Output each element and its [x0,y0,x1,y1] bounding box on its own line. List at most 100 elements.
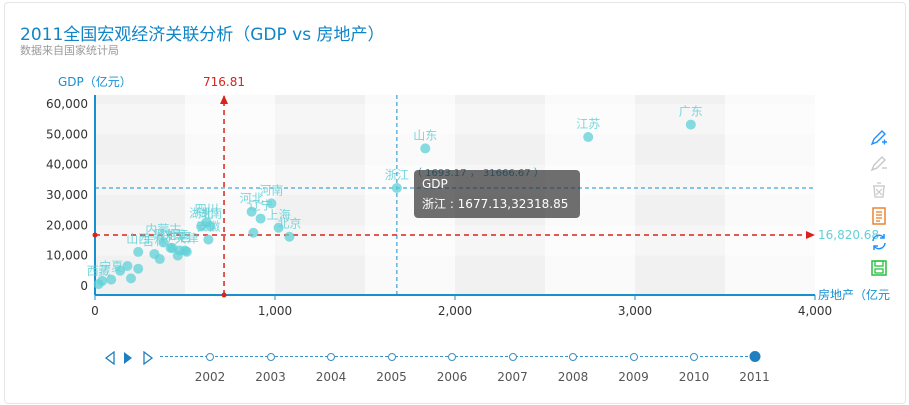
scatter-point[interactable] [122,260,133,271]
y-average-label: 16,820.68 [818,228,879,242]
scatter-point[interactable] [248,227,259,238]
y-axis-label: GDP（亿元） [58,74,132,89]
timeline-year-label[interactable]: 2004 [315,370,347,384]
scatter-point[interactable] [93,279,104,290]
scatter-point[interactable] [273,222,284,233]
scatter-point[interactable] [284,231,295,242]
data-zoom-reset-icon[interactable] [868,153,892,175]
point-label: 山西 [126,232,150,246]
point-label: 陕西 [160,227,184,242]
chart-title: 2011全国宏观经济关联分析（GDP vs 房地产） [20,25,385,45]
timeline-dot[interactable] [690,353,698,361]
timeline-dot[interactable] [508,353,517,361]
timeline-next-icon[interactable] [142,350,154,369]
scatter-point[interactable] [205,221,216,232]
timeline-year-label[interactable]: 2005 [376,370,407,384]
point-label: 广东 [679,105,703,119]
timeline-dot[interactable] [749,351,760,362]
scatter-point[interactable] [266,198,277,209]
scatter-point[interactable] [133,246,144,257]
timeline-year-label[interactable]: 2008 [557,370,589,384]
x-tick-label: 2,000 [438,304,472,318]
scatter-point[interactable] [420,143,431,154]
point-label: 安徽 [196,219,220,234]
x-tick-label: 1,000 [258,304,292,318]
point-label: 浙江 [385,168,409,182]
scatter-point[interactable] [172,250,183,261]
x-average-label: 716.81 [203,75,245,89]
data-view-icon[interactable] [868,205,892,227]
save-image-icon[interactable] [868,257,892,279]
tooltip-series: GDP [422,177,448,191]
clear-icon[interactable] [868,179,892,201]
timeline-dot[interactable] [448,353,456,361]
timeline-dot[interactable] [569,353,577,361]
scatter-point[interactable] [158,237,169,248]
scatter-point[interactable] [255,213,266,224]
timeline-year-label[interactable]: 2006 [436,370,468,384]
point-label: 河南 [259,182,283,197]
point-label: 上海 [267,207,291,222]
x-tick-label: 3,000 [618,304,652,318]
scatter-point[interactable] [246,206,257,217]
plot-band [635,95,725,295]
point-label: 湖北 [189,205,213,220]
tooltip-text: 浙江 : 1677.13,32318.85 [422,197,569,211]
timeline-prev-icon[interactable] [104,350,116,369]
timeline-play-icon[interactable] [122,350,134,369]
x-tick-label: 0 [91,304,99,318]
x-average-arrow [220,95,229,104]
x-axis-label: 房地产（亿元 [818,287,890,302]
scatter-point[interactable] [203,234,214,245]
plot-band [95,225,815,256]
scatter-point[interactable] [391,182,402,193]
scatter-point[interactable] [154,254,165,265]
point-label: 吉林 [142,234,166,248]
timeline-dot[interactable] [629,353,638,361]
scatter-point[interactable] [196,221,207,232]
plot-band [185,95,275,295]
scatter-point[interactable] [133,263,144,274]
point-label: 辽宁 [249,198,273,213]
point-label: 黑龙江 [153,228,189,242]
y-tick-label: 40,000 [46,158,88,172]
chart-subtitle: 数据来自国家统计局 [20,44,119,57]
timeline-dot[interactable] [327,353,335,361]
point-label: 天津 [175,232,199,246]
x-tick-label: 4,000 [798,304,832,318]
scatter-point[interactable] [106,274,117,285]
timeline-year-label[interactable]: 2010 [678,370,710,384]
scatter-point[interactable] [165,242,176,253]
timeline-year-label[interactable]: 2011 [739,370,770,384]
y-tick-label: 20,000 [46,218,88,232]
toolbox [868,127,892,283]
timeline-year-label[interactable]: 2009 [618,370,649,384]
y-tick-label: 60,000 [46,97,88,111]
timeline-year-label[interactable]: 2002 [194,370,226,384]
point-label: 山东 [413,128,437,142]
timeline-track [160,356,758,357]
point-label: 北京 [277,217,301,231]
refresh-icon[interactable] [868,231,892,253]
timeline-dot[interactable] [206,353,214,361]
timeline: 2002 2003 2004 2005 2006 2007 2008 2009 2010 2011 [0,345,909,390]
timeline-dot[interactable] [266,353,275,361]
scatter-point[interactable] [685,119,696,130]
y-tick-label: 50,000 [46,127,88,141]
data-zoom-icon[interactable] [868,127,892,149]
plot-band [725,95,815,295]
point-label: 内蒙古 [145,221,181,236]
plot-band [95,104,815,135]
scatter-point[interactable] [181,246,192,257]
tooltip: GDP 浙江 : 1677.13,32318.85 [414,170,580,218]
scatter-point[interactable] [126,273,136,284]
y-average-arrow [806,230,815,239]
scatter-point[interactable] [115,265,126,276]
timeline-dot[interactable] [387,353,396,361]
timeline-year-label[interactable]: 2003 [255,370,286,384]
timeline-year-label[interactable]: 2007 [497,370,528,384]
scatter-point[interactable] [583,132,594,143]
point-label: 湖南 [198,205,222,220]
plot-band [275,95,365,295]
